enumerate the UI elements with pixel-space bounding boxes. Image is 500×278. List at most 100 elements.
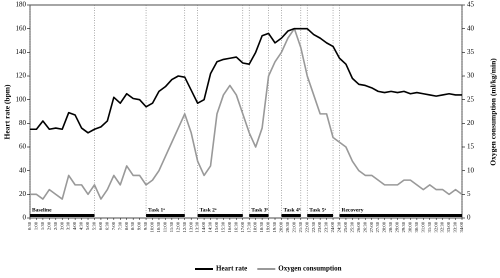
x-tick-label: 2:30 xyxy=(53,221,58,230)
x-tick-label: 14:30 xyxy=(208,221,213,232)
y-tick-label: 40 xyxy=(19,166,27,174)
x-tick-label: 2:00 xyxy=(46,221,51,230)
phase-bar xyxy=(249,214,269,217)
x-tick-label: 25:00 xyxy=(343,221,348,232)
phase-label: Baseline xyxy=(32,207,52,213)
x-tick-label: 27:30 xyxy=(375,221,380,232)
x-tick-label: 21:00 xyxy=(291,221,296,232)
phase-bar xyxy=(281,214,301,217)
x-tick-label: 20:30 xyxy=(285,221,290,232)
y2-tick-label: 40 xyxy=(467,24,475,32)
x-tick-label: 3:00 xyxy=(59,221,64,230)
y-axis-title: Heart rate (bpm) xyxy=(3,84,12,139)
series-line xyxy=(30,27,463,200)
y-tick-label: 160 xyxy=(16,24,27,32)
x-tick-label: 7:30 xyxy=(117,221,122,230)
y2-tick-label: 45 xyxy=(467,1,475,9)
x-tick-label: 24:30 xyxy=(337,221,342,232)
x-tick-label: 13:00 xyxy=(188,221,193,232)
x-tick-label: 22:30 xyxy=(311,221,316,232)
x-tick-label: 25:30 xyxy=(349,221,354,232)
x-tick-label: 12:30 xyxy=(182,221,187,232)
y-tick-label: 60 xyxy=(19,143,27,151)
x-tick-label: 16:00 xyxy=(227,221,232,232)
x-tick-label: 23:00 xyxy=(317,221,322,232)
y-tick-label: 80 xyxy=(19,119,27,127)
x-tick-label: 9:00 xyxy=(137,221,142,230)
y-tick-label: 120 xyxy=(16,72,27,80)
x-tick-label: 1:00 xyxy=(34,221,39,230)
x-tick-label: 8:00 xyxy=(124,221,129,230)
x-tick-label: 11:30 xyxy=(169,221,174,232)
phase-label: Task 5ᵃ xyxy=(309,207,326,213)
phase-label: Task 2ᵃ xyxy=(200,207,217,213)
phase-bar xyxy=(146,214,185,217)
x-tick-label: 15:30 xyxy=(220,221,225,232)
y2-tick-label: 0 xyxy=(467,214,471,222)
x-tick-label: 4:00 xyxy=(72,221,77,230)
x-tick-label: 21:30 xyxy=(298,221,303,232)
y2-tick-label: 10 xyxy=(467,166,475,174)
x-tick-label: 5:00 xyxy=(85,221,90,230)
x-tick-label: 6:00 xyxy=(98,221,103,230)
x-tick-label: 28:30 xyxy=(388,221,393,232)
x-tick-label: 26:30 xyxy=(362,221,367,232)
phase-label: Recovery xyxy=(341,207,363,213)
y-tick-label: 20 xyxy=(19,190,27,198)
x-tick-label: 4:30 xyxy=(79,221,84,230)
x-tick-label: 15:00 xyxy=(214,221,219,232)
legend-label: Heart rate xyxy=(216,265,247,273)
plot-frame xyxy=(29,4,463,219)
x-tick-label: 32:30 xyxy=(440,221,445,232)
y-tick-label: 140 xyxy=(16,48,27,56)
x-tick-label: 16:30 xyxy=(233,221,238,232)
x-tick-label: 32:00 xyxy=(433,221,438,232)
y-tick-label: 100 xyxy=(16,95,27,103)
y2-axis-title: Oxygen consumption (ml/kg/min) xyxy=(489,58,498,166)
x-tick-label: 1:30 xyxy=(40,221,45,230)
x-tick-label: 18:30 xyxy=(259,221,264,232)
y2-tick-label: 5 xyxy=(467,190,471,198)
y2-tick-label: 30 xyxy=(467,72,475,80)
y-tick-label: 180 xyxy=(16,1,27,9)
phase-bar xyxy=(30,214,95,217)
x-tick-label: 0:30 xyxy=(27,221,32,230)
x-tick-label: 33:00 xyxy=(446,221,451,232)
x-tick-label: 6:30 xyxy=(104,221,109,230)
phase-label: Task 4ᵇ xyxy=(283,207,300,213)
x-tick-label: 34:00 xyxy=(459,221,464,232)
phase-label: Task 1ᵃ xyxy=(148,207,165,213)
x-tick-label: 19:00 xyxy=(266,221,271,232)
x-tick-label: 20:00 xyxy=(279,221,284,232)
x-tick-label: 10:30 xyxy=(156,221,161,232)
x-tick-label: 19:30 xyxy=(272,221,277,232)
x-tick-label: 3:30 xyxy=(66,221,71,230)
x-tick-label: 14:00 xyxy=(201,221,206,232)
x-tick-label: 24:00 xyxy=(330,221,335,232)
legend-label: Oxygen consumption xyxy=(278,265,341,273)
x-tick-label: 11:00 xyxy=(162,221,167,232)
x-tick-label: 30:00 xyxy=(407,221,412,232)
x-tick-label: 23:30 xyxy=(324,221,329,232)
x-tick-label: 17:00 xyxy=(240,221,245,232)
x-tick-label: 30:30 xyxy=(414,221,419,232)
y2-tick-label: 35 xyxy=(467,48,475,56)
phase-bar xyxy=(339,214,462,217)
x-tick-label: 18:00 xyxy=(253,221,258,232)
x-tick-label: 7:00 xyxy=(111,221,116,230)
x-tick-label: 31:00 xyxy=(420,221,425,232)
x-tick-label: 9:30 xyxy=(143,221,148,230)
x-tick-label: 13:30 xyxy=(195,221,200,232)
x-tick-label: 26:00 xyxy=(356,221,361,232)
y-tick-label: 0 xyxy=(23,214,27,222)
x-tick-label: 29:30 xyxy=(401,221,406,232)
x-tick-label: 27:00 xyxy=(369,221,374,232)
x-tick-label: 22:00 xyxy=(304,221,309,232)
x-tick-label: 31:30 xyxy=(427,221,432,232)
y2-tick-label: 25 xyxy=(467,95,475,103)
y2-tick-label: 20 xyxy=(467,119,475,127)
series-line xyxy=(30,27,462,134)
x-tick-label: 28:00 xyxy=(382,221,387,232)
x-tick-label: 8:30 xyxy=(130,221,135,230)
